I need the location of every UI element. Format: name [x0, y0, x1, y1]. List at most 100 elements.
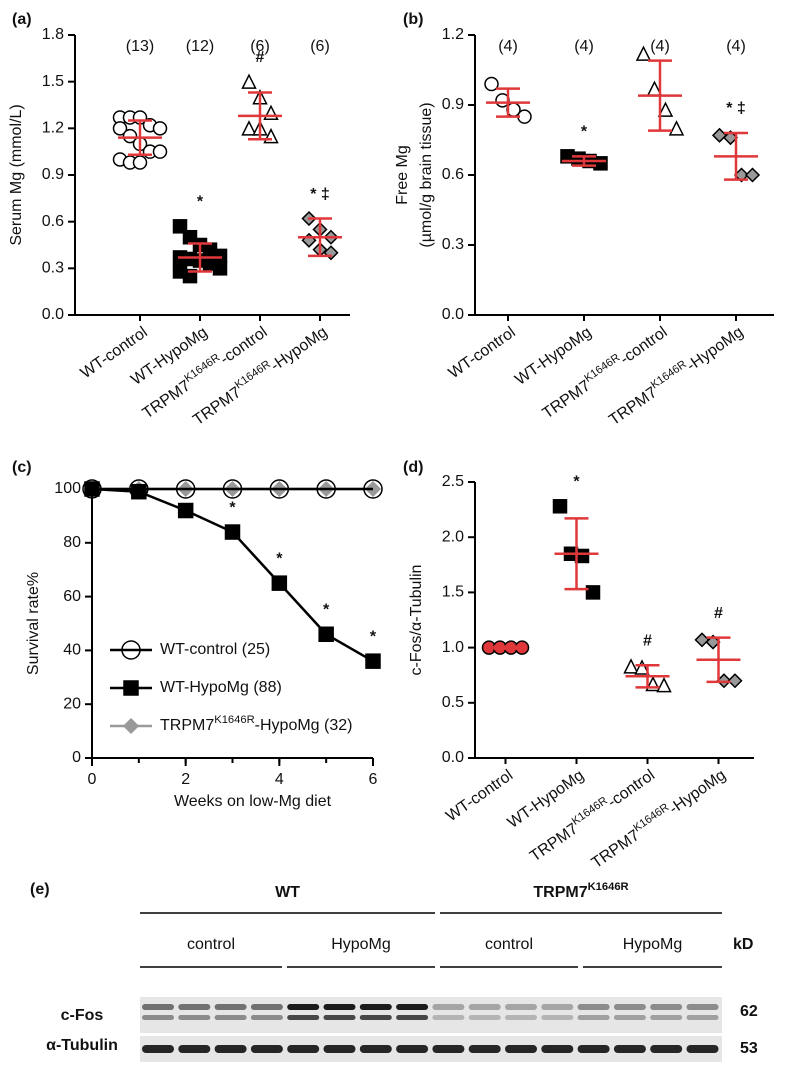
- marker: [212, 261, 228, 276]
- x-tick-label: 6: [369, 771, 378, 788]
- text-part: K1646R: [582, 352, 622, 385]
- blot-band: [214, 1015, 247, 1020]
- marker: [585, 585, 601, 600]
- blot-band: [686, 1015, 719, 1020]
- blot-strip: [140, 997, 722, 1033]
- significance-mark: * ‡: [310, 186, 330, 203]
- significance-mark: #: [714, 605, 723, 622]
- blot-band: [178, 1015, 211, 1020]
- y-tick-label: 0.9: [42, 166, 64, 183]
- blot-band: [650, 1015, 683, 1020]
- blot-band: [468, 1045, 501, 1053]
- blot-band: [214, 1004, 247, 1010]
- marker: [323, 245, 339, 261]
- y-tick-label: 2.0: [442, 528, 464, 545]
- legend-label: WT-HypoMg (88): [160, 679, 282, 696]
- marker: [318, 626, 334, 643]
- blot-band: [250, 1045, 283, 1053]
- marker: [484, 76, 499, 92]
- y-axis-label: Serum Mg (mmol/L): [8, 104, 25, 245]
- condition-label: control: [485, 936, 533, 953]
- blot-band: [359, 1004, 392, 1010]
- y-axis-label: c-Fos/α-Tubulin: [408, 565, 425, 676]
- text-part: -HypoMg: [268, 324, 331, 375]
- marker: [241, 120, 257, 136]
- blot-band: [613, 1015, 646, 1020]
- kd-label: 62: [740, 1003, 758, 1020]
- marker: [263, 127, 279, 144]
- marker: [668, 120, 685, 136]
- x-tick-label: TRPM7K1646R-HypoMg: [604, 321, 746, 429]
- blot-band: [396, 1015, 429, 1020]
- blot-band: [396, 1004, 429, 1010]
- marker: [172, 219, 188, 234]
- row-label: α-Tubulin: [46, 1037, 118, 1054]
- blot-band: [468, 1015, 501, 1020]
- marker: [316, 479, 336, 499]
- x-tick-label: WT-control: [446, 324, 519, 382]
- significance-mark: *: [197, 194, 204, 211]
- significance-mark: *: [573, 474, 580, 491]
- text-part: -HypoMg (32): [255, 717, 353, 734]
- blot-band: [577, 1015, 610, 1020]
- marker: [269, 479, 290, 499]
- marker: [694, 632, 710, 648]
- group-count: (6): [310, 38, 330, 55]
- panel-label: (a): [12, 11, 32, 28]
- group-label: TRPM7K1646R: [533, 881, 628, 901]
- panel-label: (b): [403, 11, 423, 28]
- marker: [635, 45, 652, 61]
- blot-band: [505, 1015, 537, 1020]
- legend-label: TRPM7K1646R-HypoMg (32): [160, 714, 352, 734]
- text-part: K1646R: [649, 358, 689, 391]
- marker: [363, 479, 383, 499]
- y-tick-label: 0.6: [42, 213, 64, 230]
- significance-mark: * ‡: [726, 100, 746, 117]
- y-tick-label: 100: [54, 480, 81, 497]
- blot-band: [142, 1004, 174, 1010]
- blot-band: [432, 1004, 465, 1010]
- significance-mark: #: [256, 49, 265, 66]
- legend-label: WT-control (25): [160, 641, 270, 658]
- x-tick-label: 0: [88, 771, 97, 788]
- y-tick-label: 1.5: [442, 584, 464, 601]
- blot-band: [541, 1045, 574, 1053]
- condition-label: control: [187, 936, 235, 953]
- text-part: K1646R: [233, 358, 273, 391]
- group-count: (4): [498, 38, 518, 55]
- marker: [623, 658, 639, 674]
- marker: [656, 676, 672, 693]
- blot-band: [541, 1004, 574, 1010]
- group-count: (4): [574, 38, 594, 55]
- panel-label: (e): [30, 881, 50, 898]
- blot-band: [577, 1004, 610, 1010]
- y-tick-label: 1.5: [42, 73, 64, 90]
- blot-band: [432, 1045, 465, 1053]
- text-part: TRPM7: [589, 827, 643, 872]
- text-part: -HypoMg: [684, 324, 747, 375]
- marker: [634, 659, 650, 675]
- significance-mark: *: [370, 628, 377, 645]
- significance-mark: *: [323, 601, 330, 618]
- y-tick-label: 0.9: [442, 96, 464, 113]
- blot-band: [142, 1045, 174, 1053]
- panel-label: (c): [12, 459, 32, 476]
- y-tick-label: 2.5: [442, 473, 464, 490]
- kd-label: 53: [740, 1040, 758, 1057]
- text-part: -HypoMg: [666, 767, 729, 818]
- marker: [121, 640, 141, 660]
- blot-band: [287, 1015, 320, 1020]
- blot-band: [541, 1015, 574, 1020]
- significance-mark: *: [581, 124, 588, 141]
- marker: [593, 156, 608, 171]
- marker: [112, 121, 128, 136]
- blot-band: [359, 1045, 392, 1053]
- marker: [175, 479, 196, 499]
- text-part: K1646R: [182, 352, 222, 385]
- blot-band: [613, 1004, 646, 1010]
- group-label: WT: [275, 884, 300, 901]
- blot-band: [359, 1015, 392, 1020]
- row-label: c-Fos: [61, 1007, 104, 1024]
- y-axis-label: Free Mg: [394, 145, 411, 205]
- text-part: TRPM7: [140, 378, 194, 423]
